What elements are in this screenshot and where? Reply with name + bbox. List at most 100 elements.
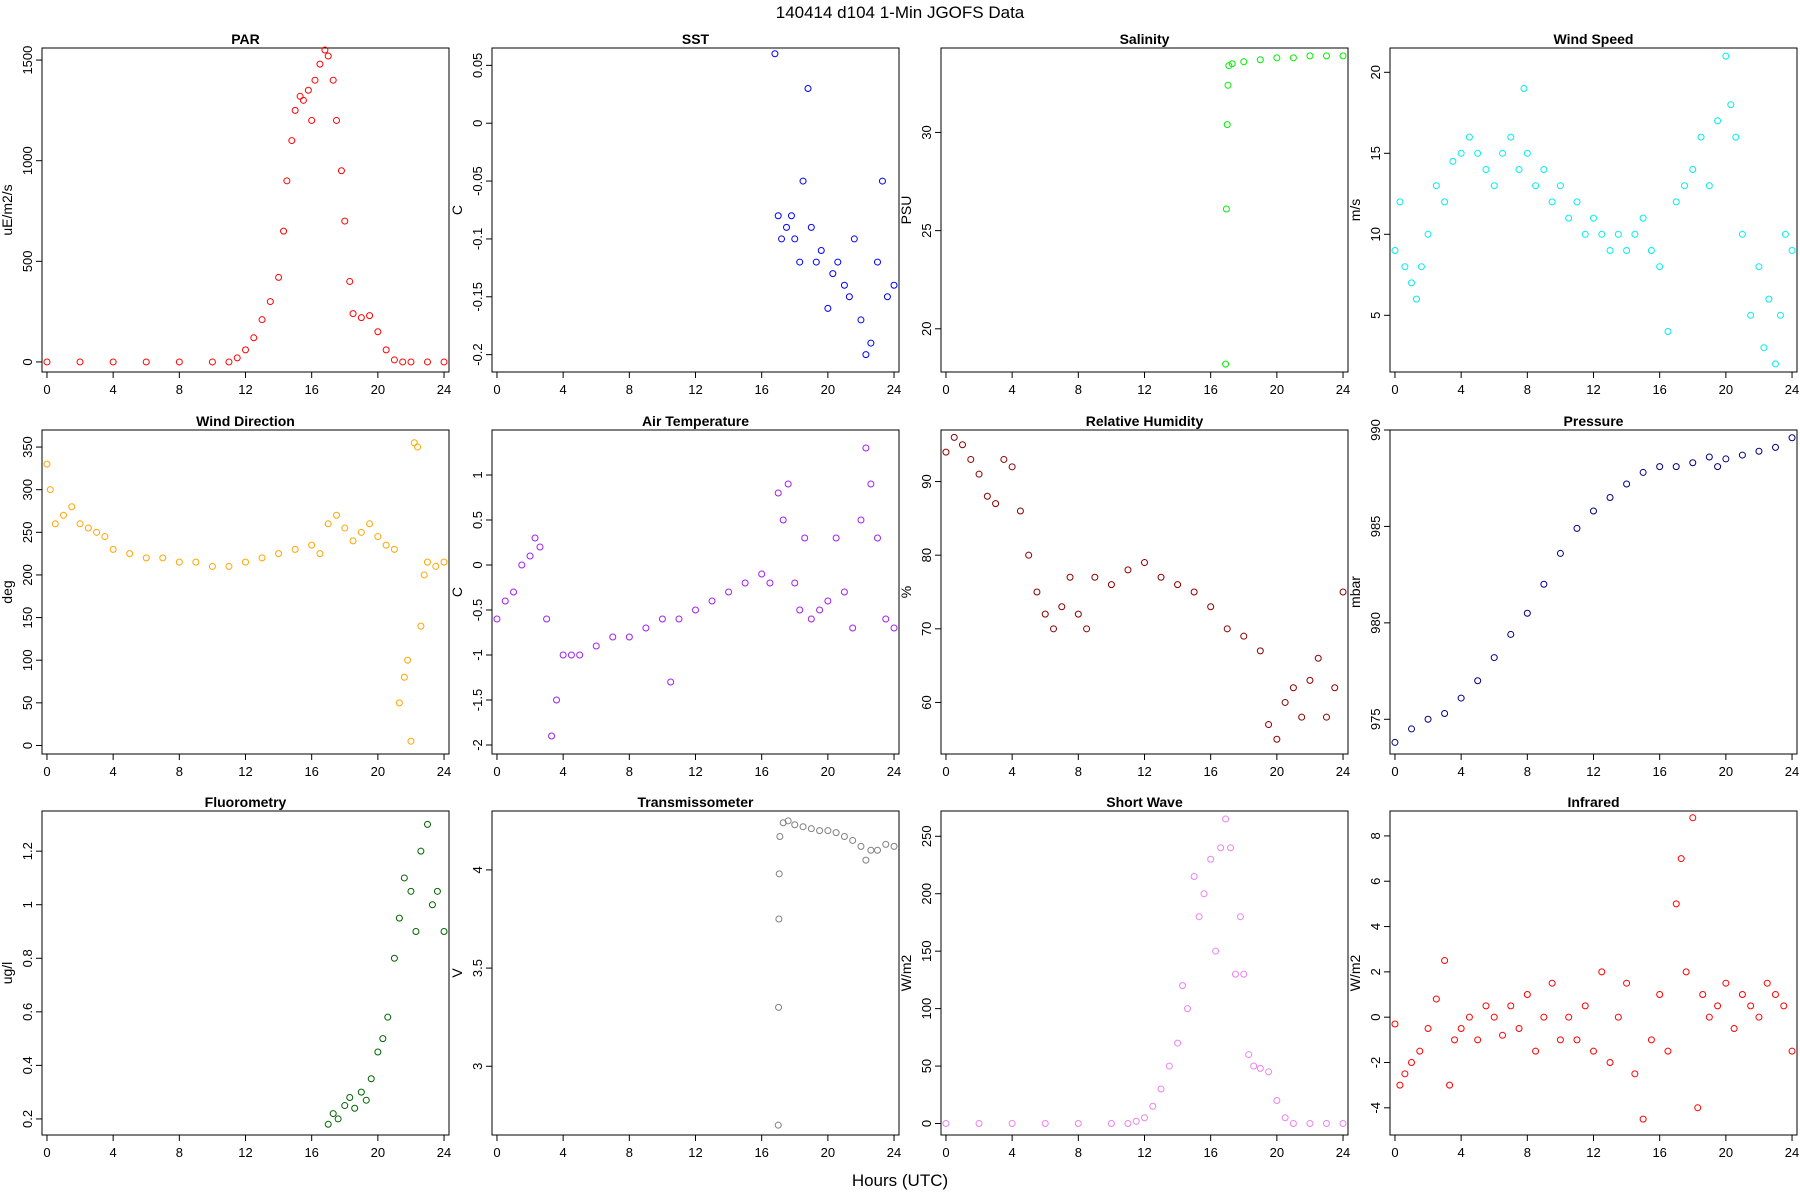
x-tick-label: 24 — [1336, 1145, 1350, 1160]
data-point — [1680, 182, 1688, 190]
data-point — [1606, 1058, 1614, 1066]
data-point — [796, 606, 804, 614]
plot-frame — [940, 47, 1349, 373]
y-axis-label: C — [449, 587, 465, 597]
y-tick-label: 0.2 — [20, 1110, 35, 1128]
panel-transmissometer: Transmissometer V 0 4 8 12 16 20 24 3 3.5 4 — [449, 794, 901, 1160]
panel-title: Wind Speed — [1554, 31, 1634, 47]
data-point — [1174, 581, 1182, 589]
panel-short-wave: Short Wave W/m2 0 4 8 12 16 20 24 0 50 100 150 200 250 — [898, 794, 1350, 1160]
x-tick-label: 16 — [304, 1145, 318, 1160]
y-tick-label: 985 — [1368, 516, 1383, 538]
data-point — [1689, 814, 1697, 822]
data-point — [779, 516, 787, 524]
data-point — [1556, 182, 1564, 190]
panel-sst: SST C 0 4 8 12 16 20 24 -0.2 -0.15 -0.1 -0.05 0 0.05 — [449, 31, 901, 397]
data-point — [382, 346, 390, 354]
data-point — [824, 304, 832, 312]
data-point — [1722, 52, 1730, 60]
y-tick-label: 6 — [1368, 878, 1383, 885]
data-point — [942, 448, 950, 456]
data-point — [382, 541, 390, 549]
x-tick-label: 12 — [1586, 382, 1600, 397]
data-point — [225, 562, 233, 570]
data-point — [1212, 947, 1220, 955]
y-tick-label: 60 — [919, 695, 934, 709]
data-point — [1107, 581, 1115, 589]
data-point — [76, 358, 84, 366]
data-point — [43, 358, 51, 366]
x-tick-label: 8 — [176, 382, 183, 397]
data-point — [101, 533, 109, 541]
data-point — [357, 528, 365, 536]
data-point — [1446, 1081, 1454, 1089]
x-tick-label: 12 — [1586, 1145, 1600, 1160]
data-point — [1631, 1070, 1639, 1078]
x-tick-label: 16 — [754, 764, 768, 779]
data-point — [1273, 1097, 1281, 1105]
data-point — [1532, 1047, 1540, 1055]
data-point — [1195, 913, 1203, 921]
panel-title: Relative Humidity — [1086, 413, 1204, 429]
x-tick-label: 12 — [1137, 764, 1151, 779]
data-point — [304, 86, 312, 94]
data-point — [395, 914, 403, 922]
data-point — [784, 817, 792, 825]
data-point — [1515, 1025, 1523, 1033]
data-point — [258, 554, 266, 562]
x-tick-label: 20 — [371, 1145, 385, 1160]
data-point — [1401, 263, 1409, 271]
data-point — [1339, 52, 1347, 60]
data-point — [390, 954, 398, 962]
data-point — [559, 651, 567, 659]
y-tick-label: 8 — [1368, 832, 1383, 839]
data-point — [642, 624, 650, 632]
x-tick-label: 8 — [1075, 382, 1082, 397]
data-point — [417, 622, 425, 630]
data-point — [1457, 694, 1465, 702]
data-point — [423, 358, 431, 366]
data-point — [346, 277, 354, 285]
x-tick-label: 12 — [1586, 764, 1600, 779]
data-point — [337, 167, 345, 175]
data-point — [1590, 1047, 1597, 1055]
data-point — [1540, 580, 1548, 588]
y-axis-label: ug/l — [0, 962, 15, 985]
y-axis-label: uE/m2/s — [0, 184, 15, 235]
x-tick-label: 16 — [1652, 382, 1666, 397]
data-point — [324, 520, 332, 528]
x-tick-label: 24 — [1785, 1145, 1799, 1160]
data-point — [1457, 1025, 1465, 1033]
x-tick-label: 12 — [238, 764, 252, 779]
data-point — [1730, 1025, 1738, 1033]
data-point — [824, 827, 832, 835]
data-point — [501, 597, 509, 605]
data-point — [1245, 1051, 1253, 1059]
data-point — [1598, 230, 1606, 238]
data-point — [1157, 573, 1165, 581]
data-point — [1190, 872, 1198, 880]
x-tick-label: 24 — [437, 1145, 451, 1160]
data-point — [1306, 52, 1314, 60]
data-point — [1623, 247, 1631, 254]
y-axis-label: C — [449, 205, 465, 215]
data-point — [84, 524, 92, 532]
data-point — [341, 524, 349, 532]
data-point — [329, 76, 337, 84]
data-point — [1490, 1013, 1498, 1021]
y-tick-label: 70 — [919, 622, 934, 636]
data-point — [1091, 573, 1099, 581]
y-tick-label: 980 — [1368, 612, 1383, 634]
x-tick-label: 24 — [1785, 764, 1799, 779]
plot-frame — [1389, 429, 1798, 755]
data-point — [1165, 1062, 1173, 1070]
y-axis-label: mbar — [1347, 576, 1363, 608]
data-point — [1424, 1025, 1432, 1033]
data-point — [374, 328, 382, 336]
data-point — [399, 358, 407, 366]
data-point — [1190, 588, 1198, 596]
data-point — [1755, 1013, 1763, 1021]
data-point — [1598, 968, 1606, 976]
data-point — [1041, 610, 1049, 618]
data-point — [1738, 991, 1746, 999]
